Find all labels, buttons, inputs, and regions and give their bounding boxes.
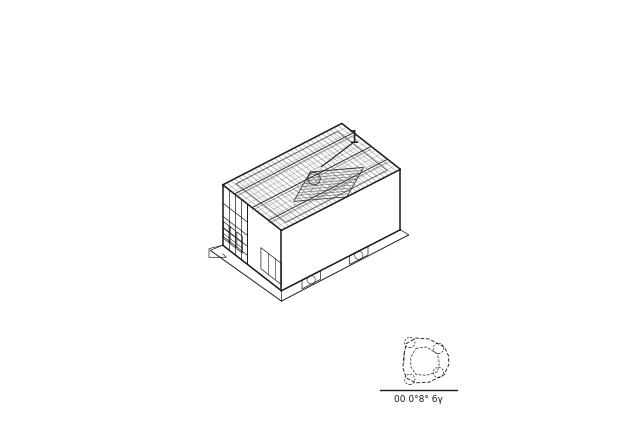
- Text: 1: 1: [349, 129, 359, 147]
- Text: 00 0°8° 6γ: 00 0°8° 6γ: [394, 395, 443, 404]
